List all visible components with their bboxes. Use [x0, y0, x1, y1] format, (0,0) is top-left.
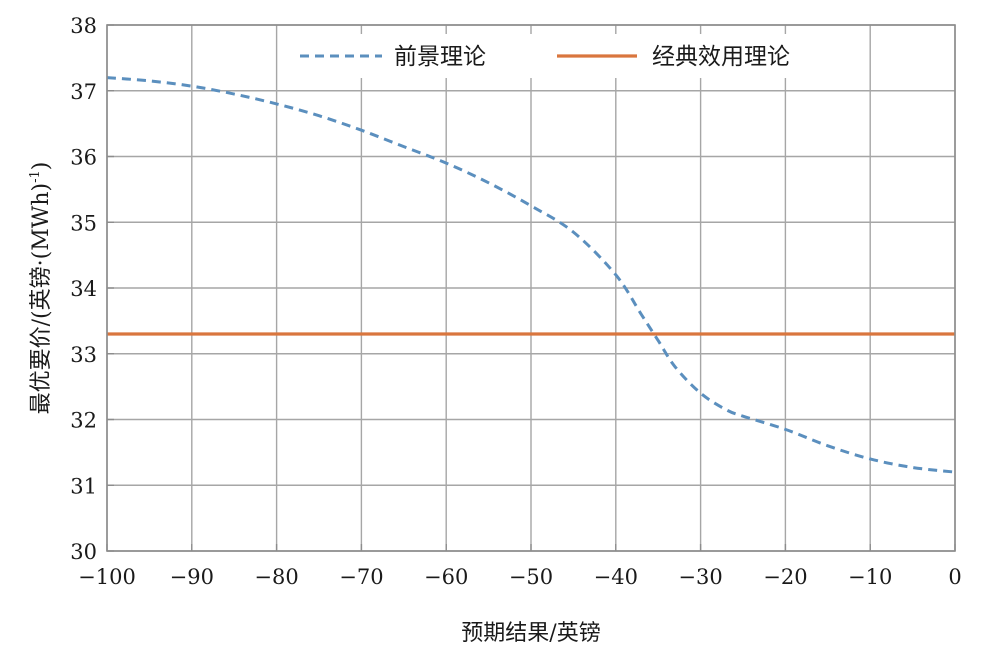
y-tick-label: 33: [70, 343, 97, 367]
x-axis-title: 预期结果/英镑: [461, 621, 600, 646]
legend: 前景理论 经典效用理论: [282, 34, 842, 78]
x-tick-label: −50: [509, 565, 553, 589]
series-line-prospect-theory: [106, 76, 956, 474]
y-axis-title-superscript: -1: [28, 170, 43, 183]
x-tick-label: −70: [339, 565, 383, 589]
x-tick-label: 0: [948, 565, 961, 589]
y-tick-label: 30: [70, 540, 97, 564]
y-axis-title: 最优要价/(英镑·(MWh)-1): [28, 162, 54, 415]
legend-label-prospect: 前景理论: [394, 44, 486, 70]
x-tick-label: −40: [594, 565, 638, 589]
y-tick-label: 35: [70, 211, 97, 235]
x-tick-label: −90: [170, 565, 214, 589]
y-tick-label: 32: [70, 409, 97, 433]
x-tick-label: −20: [763, 565, 807, 589]
y-axis-title-main: 最优要价/(英镑·(MWh): [29, 183, 54, 414]
x-tick-label: −30: [678, 565, 722, 589]
x-tick-label: −60: [424, 565, 468, 589]
x-tick-label: −10: [848, 565, 892, 589]
y-axis-title-close: ): [29, 162, 54, 171]
x-tick-label: −100: [78, 565, 136, 589]
x-tick-label: −80: [254, 565, 298, 589]
y-tick-label: 34: [70, 277, 97, 301]
y-tick-label: 37: [70, 80, 97, 104]
series-layer: [106, 76, 956, 474]
legend-label-classic: 经典效用理论: [652, 44, 790, 70]
grid-layer: [106, 24, 956, 552]
y-tick-label: 36: [70, 146, 97, 170]
y-tick-label: 38: [70, 14, 97, 38]
tick-layer: −100 −90 −80 −70 −60 −50 −40 −30 −20 −10 030313233…: [70, 14, 961, 589]
y-tick-label: 31: [70, 474, 97, 498]
